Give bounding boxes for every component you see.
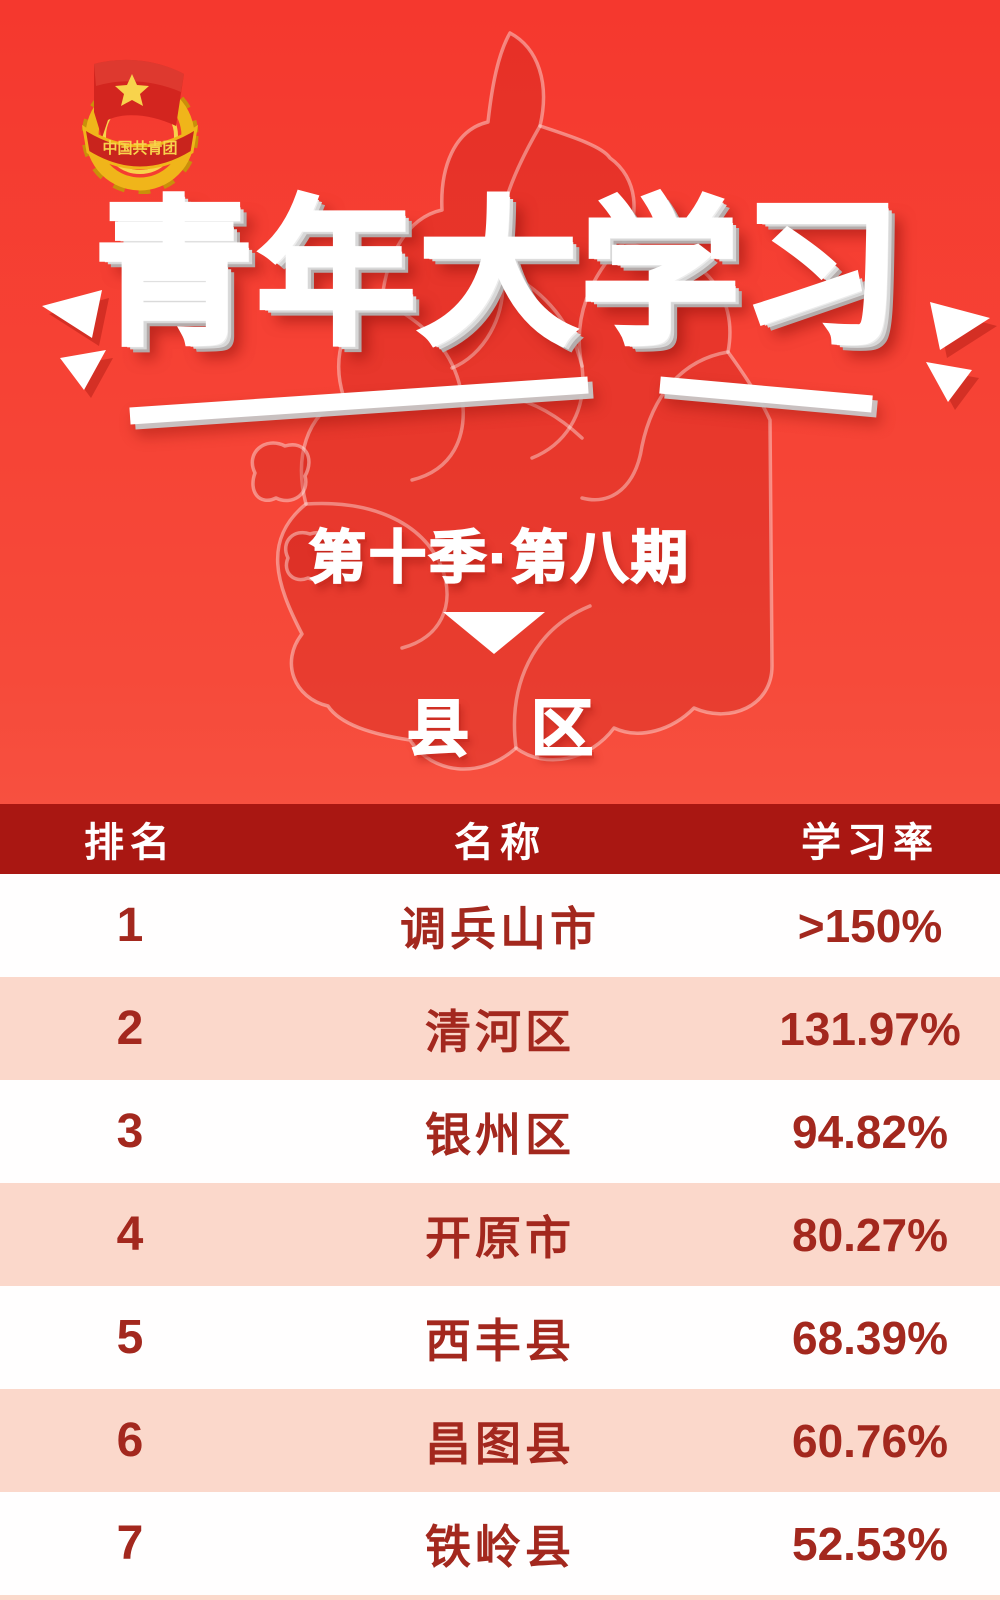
rate-cell: >150% bbox=[797, 899, 943, 952]
table-row: 3 银州区 94.82% bbox=[0, 1080, 1000, 1183]
season-episode-label: 第十季·第八期 bbox=[308, 525, 691, 591]
emblem-band: 中国共青团 bbox=[81, 124, 199, 170]
table-row: 6 昌图县 60.76% bbox=[0, 1389, 1000, 1492]
left-accent-triangles-icon bbox=[42, 290, 106, 390]
communist-youth-league-emblem: 中国共青团 bbox=[81, 59, 199, 194]
rank-cell: 4 bbox=[116, 1208, 144, 1261]
ranking-table: 排名 名称 学习率 1 调兵山市 >150% 2 清河区 131.97% 3 银… bbox=[0, 804, 1000, 1600]
header-name: 名称 bbox=[454, 821, 546, 865]
name-cell: 铁岭县 bbox=[425, 1520, 575, 1573]
section-label: 县区 bbox=[406, 694, 655, 765]
name-cell: 西丰县 bbox=[425, 1314, 575, 1367]
rate-cell: 52.53% bbox=[791, 1517, 948, 1570]
rank-cell: 3 bbox=[116, 1105, 144, 1158]
table-row: 1 调兵山市 >150% bbox=[0, 874, 1000, 977]
partial-next-row bbox=[0, 1595, 1000, 1600]
title-underline bbox=[129, 376, 873, 425]
header-rank: 排名 bbox=[84, 821, 176, 865]
table-row: 2 清河区 131.97% bbox=[0, 977, 1000, 1080]
header-rate: 学习率 bbox=[801, 821, 939, 865]
rate-cell: 68.39% bbox=[791, 1311, 948, 1364]
page-title: 青年大学习 bbox=[93, 187, 905, 363]
name-cell: 清河区 bbox=[425, 1005, 575, 1058]
rank-cell: 6 bbox=[116, 1414, 144, 1467]
rate-cell: 131.97% bbox=[779, 1002, 961, 1055]
table-body: 1 调兵山市 >150% 2 清河区 131.97% 3 银州区 94.82% … bbox=[0, 874, 1000, 1595]
name-cell: 开原市 bbox=[425, 1211, 575, 1264]
right-accent-triangles-icon bbox=[926, 302, 990, 402]
star-icon bbox=[115, 74, 149, 106]
rank-cell: 7 bbox=[116, 1517, 144, 1570]
rate-cell: 94.82% bbox=[791, 1105, 948, 1158]
table-row: 4 开原市 80.27% bbox=[0, 1183, 1000, 1286]
table-header-row: 排名 名称 学习率 bbox=[0, 804, 1000, 874]
hero-section: 中国共青团 青年大学习 第十季·第八期 县区 bbox=[42, 33, 990, 769]
table-row: 5 西丰县 68.39% bbox=[0, 1286, 1000, 1389]
rank-cell: 2 bbox=[116, 1002, 144, 1055]
name-cell: 调兵山市 bbox=[400, 902, 600, 955]
name-cell: 昌图县 bbox=[425, 1417, 575, 1470]
rate-cell: 80.27% bbox=[791, 1208, 948, 1261]
rate-cell: 60.76% bbox=[791, 1414, 948, 1467]
rank-cell: 1 bbox=[116, 899, 144, 952]
name-cell: 银州区 bbox=[425, 1108, 575, 1161]
emblem-band-text: 中国共青团 bbox=[102, 139, 177, 157]
table-row: 7 铁岭县 52.53% bbox=[0, 1492, 1000, 1595]
rank-cell: 5 bbox=[116, 1311, 144, 1364]
